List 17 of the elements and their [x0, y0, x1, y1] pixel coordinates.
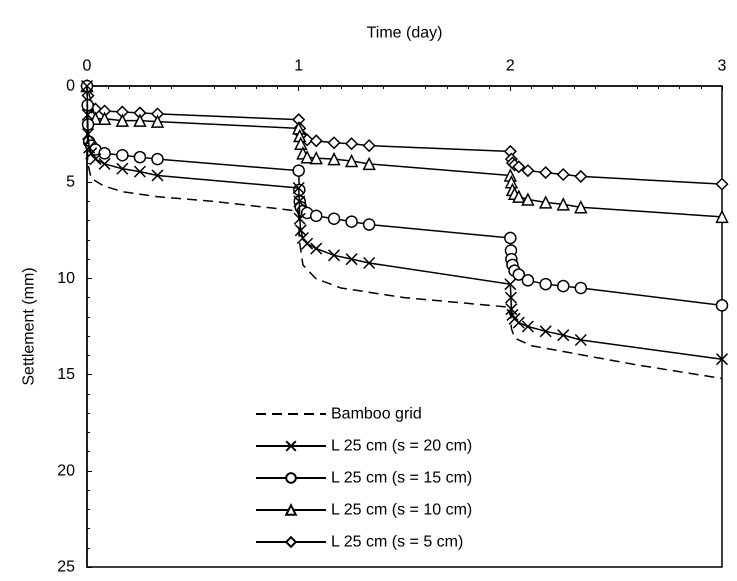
x-axis-title: Time (day) — [366, 24, 442, 42]
y-tick-label: 5 — [66, 174, 76, 191]
y-tick-label: 25 — [57, 558, 76, 576]
y-axis-title: Settlement (mm) — [20, 267, 38, 386]
x-tick-label: 3 — [718, 58, 727, 74]
y-tick-label: 15 — [57, 366, 76, 384]
legend-label: L 25 cm (s = 5 cm) — [331, 534, 464, 550]
y-tick-label: 20 — [57, 462, 76, 480]
y-tick-label: 0 — [66, 78, 76, 94]
legend-label: L 25 cm (s = 20 cm) — [331, 438, 472, 454]
legend-label: L 25 cm (s = 15 cm) — [331, 470, 472, 486]
x-tick-label: 1 — [294, 58, 304, 74]
legend-label: L 25 cm (s = 10 cm) — [331, 502, 472, 518]
y-tick-label: 10 — [57, 270, 76, 287]
legend-label: Bamboo grid — [331, 406, 422, 422]
x-tick-label: 0 — [82, 58, 92, 74]
x-tick-label: 2 — [506, 58, 515, 74]
